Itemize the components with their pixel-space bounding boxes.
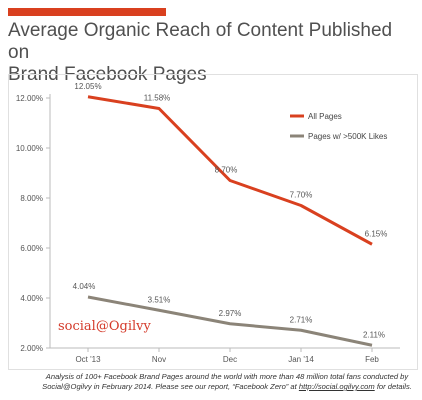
y-tick-label: 12.00% xyxy=(16,94,43,103)
y-tick-label: 8.00% xyxy=(20,194,43,203)
data-label: 2.11% xyxy=(363,330,385,339)
footnote-text: Analysis of 100+ Facebook Brand Pages ar… xyxy=(42,372,409,391)
y-tick-label: 4.00% xyxy=(20,294,43,303)
footnote-link[interactable]: http://social.ogilvy.com xyxy=(298,382,375,391)
ogilvy-logo: social@Ogilvy xyxy=(58,319,151,334)
y-tick-label: 2.00% xyxy=(20,344,43,353)
series-line-all-pages xyxy=(87,95,373,246)
data-label: 6.15% xyxy=(365,229,388,238)
y-tick-label: 10.00% xyxy=(16,144,43,153)
title-line-1: Average Organic Reach of Content Publish… xyxy=(8,20,393,63)
line-chart: 2.00% 4.00% 6.00% 8.00% 10.00% 12.00% Oct '13 N… xyxy=(16,82,400,364)
y-tick-label: 6.00% xyxy=(20,244,43,253)
legend-label: Pages w/ >500K Likes xyxy=(308,132,387,141)
accent-bar xyxy=(8,8,166,16)
x-tick-label: Feb xyxy=(365,355,379,364)
x-tick-label: Oct '13 xyxy=(75,355,101,364)
data-label: 7.70% xyxy=(290,191,313,200)
data-label: 3.51% xyxy=(148,295,171,304)
data-label: 2.97% xyxy=(219,309,242,318)
x-tick-label: Jan '14 xyxy=(288,355,314,364)
data-label: 8.70% xyxy=(215,166,238,175)
data-label: 11.58% xyxy=(144,94,171,103)
x-tick-label: Dec xyxy=(223,355,237,364)
series-line-large-pages xyxy=(87,295,373,347)
data-label: 2.71% xyxy=(290,315,313,324)
data-label: 12.05% xyxy=(74,82,101,91)
data-label: 4.04% xyxy=(73,282,96,291)
legend-label: All Pages xyxy=(308,112,342,121)
chart-frame xyxy=(8,74,418,370)
footnote-tail: for details. xyxy=(374,382,412,391)
footnote: Analysis of 100+ Facebook Brand Pages ar… xyxy=(36,372,418,392)
x-tick-label: Nov xyxy=(152,355,166,364)
